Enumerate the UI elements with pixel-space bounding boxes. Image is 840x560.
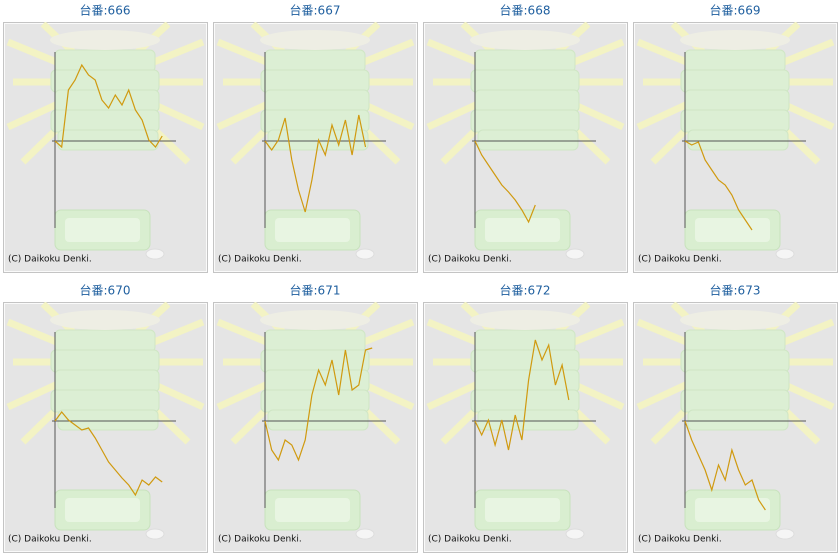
credit: (C) Daikoku Denki. (8, 535, 92, 545)
credit: (C) Daikoku Denki. (8, 255, 92, 265)
payout-line (474, 140, 536, 224)
payout-line (474, 339, 570, 451)
panel-title: 台番:666 (80, 3, 131, 18)
payout-line (264, 347, 373, 462)
panel-title: 台番:669 (710, 3, 761, 18)
panel-title: 台番:672 (500, 283, 551, 298)
payout-line (54, 411, 163, 497)
credit: (C) Daikoku Denki. (218, 255, 302, 265)
payout-line (264, 114, 367, 213)
panel-inner (214, 303, 417, 552)
panel-inner (634, 303, 837, 552)
credit: (C) Daikoku Denki. (638, 535, 722, 545)
credit: (C) Daikoku Denki. (638, 255, 722, 265)
payout-line (54, 63, 163, 149)
panel-inner (634, 23, 837, 272)
panel-inner (424, 303, 627, 552)
credit: (C) Daikoku Denki. (218, 535, 302, 545)
panel-title: 台番:670 (80, 283, 131, 298)
panel-title: 台番:667 (290, 3, 341, 18)
payout-line (684, 140, 753, 231)
panel-inner (4, 23, 207, 272)
panel-title: 台番:668 (500, 3, 551, 18)
credit: (C) Daikoku Denki. (428, 255, 512, 265)
payout-line (684, 420, 766, 511)
panel-title: 台番:673 (710, 283, 761, 298)
panel-inner (4, 303, 207, 552)
panel-inner (424, 23, 627, 272)
panel-inner (214, 23, 417, 272)
panel-title: 台番:671 (290, 283, 341, 298)
credit: (C) Daikoku Denki. (428, 535, 512, 545)
